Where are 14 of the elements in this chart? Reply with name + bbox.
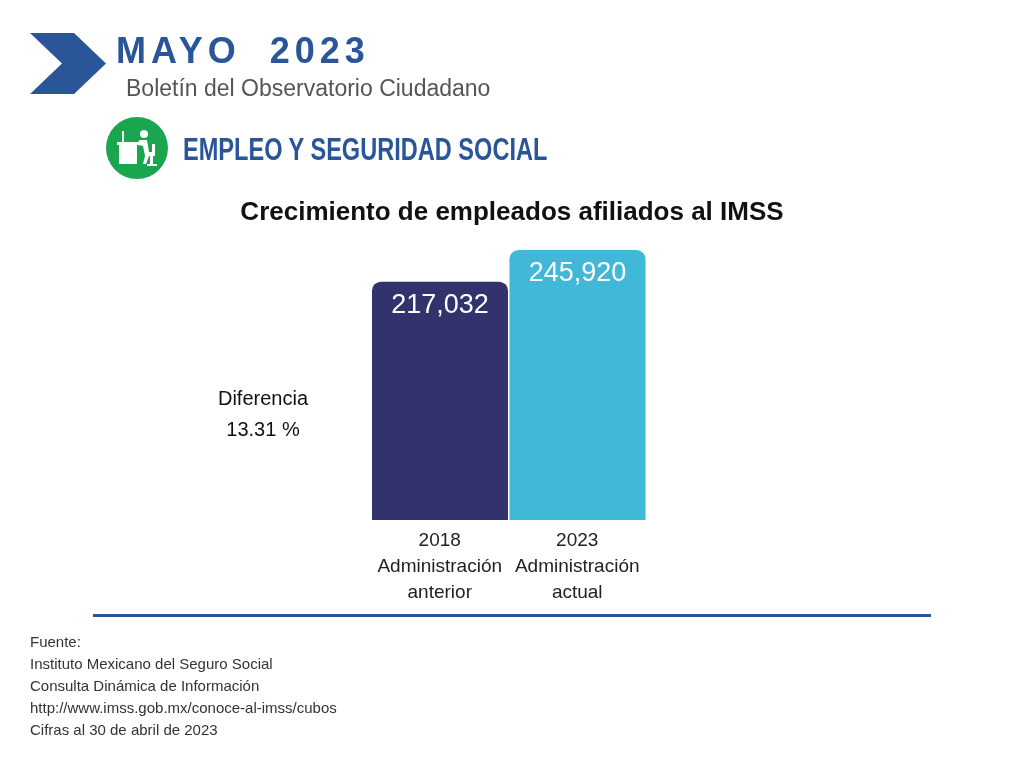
data-label: 245,920 [528, 257, 627, 288]
x-tick-label: 2023 Administración actual [514, 529, 640, 602]
data-label: 217,032 [391, 288, 489, 319]
text: MAYO 2023 [116, 30, 370, 72]
chart-title: Crecimiento de empleados afiliados al IMSS [239, 195, 785, 227]
x-tick-label: 2018 Administración anterior [377, 529, 503, 602]
text: http://www.imss.gob.mx/conoce-al-imss/cubos [30, 698, 337, 718]
text: Boletín del Observatorio Ciudadano [126, 74, 491, 102]
text: Consulta Dinámica de Información [30, 676, 261, 696]
text: Instituto Mexicano del Seguro Social [30, 654, 274, 674]
text: Diferencia 13.31 % [216, 386, 309, 442]
chart-subtitle: EMPLEO Y SEGURIDAD SOCIAL [183, 132, 548, 168]
source-note: Fuente: [30, 632, 82, 652]
text: Cifras al 30 de abril de 2023 [30, 720, 219, 740]
